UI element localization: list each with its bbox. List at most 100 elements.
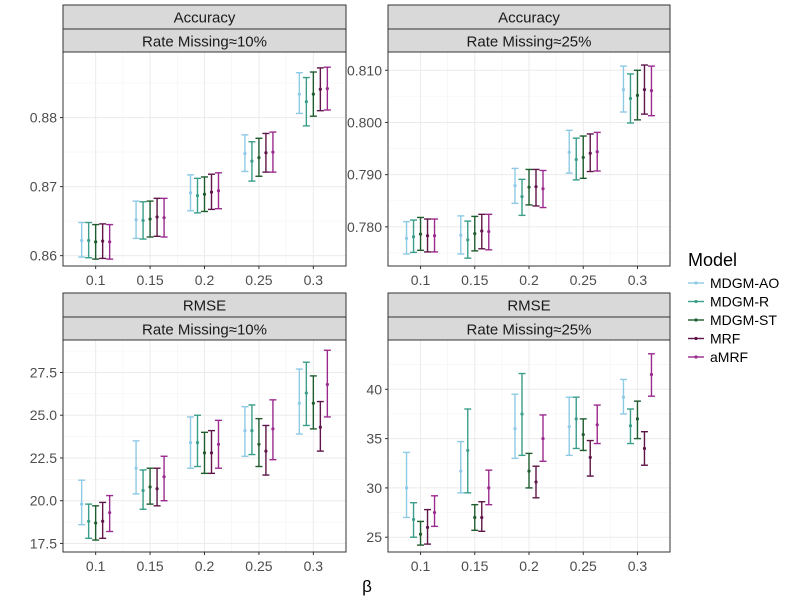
mean-point bbox=[94, 521, 98, 525]
x-tick-label: 0.15 bbox=[136, 558, 163, 574]
series-mdgm-ao bbox=[78, 368, 303, 526]
x-tick-label: 0.1 bbox=[86, 558, 106, 574]
mean-point bbox=[101, 519, 105, 523]
x-tick-label: 0.2 bbox=[195, 558, 215, 574]
y-tick-label: 27.5 bbox=[30, 364, 57, 380]
x-tick-label: 0.3 bbox=[628, 272, 648, 288]
series-mdgm-st bbox=[417, 69, 641, 252]
series-mrf bbox=[99, 67, 324, 260]
y-tick-label: 35 bbox=[366, 431, 382, 447]
strip-top-label: RMSE bbox=[507, 298, 550, 315]
x-tick-label: 0.25 bbox=[245, 272, 272, 288]
legend-key-point bbox=[694, 299, 698, 304]
mean-point bbox=[271, 427, 275, 431]
mean-point bbox=[148, 485, 152, 489]
mean-point bbox=[418, 532, 423, 536]
mean-point bbox=[304, 100, 308, 104]
y-tick-label: 0.810 bbox=[347, 62, 382, 78]
mean-point bbox=[513, 427, 517, 431]
x-tick-label: 0.2 bbox=[519, 272, 539, 288]
mean-point bbox=[628, 96, 633, 101]
mean-point bbox=[581, 155, 585, 160]
strip-top-box bbox=[62, 4, 347, 30]
legend-entry-mrf: MRF bbox=[688, 331, 740, 347]
mean-point bbox=[520, 194, 524, 199]
mean-point bbox=[480, 515, 484, 520]
mean-point bbox=[216, 442, 221, 446]
mean-point bbox=[155, 215, 159, 219]
y-tick-label: 0.790 bbox=[347, 167, 382, 183]
legend-entry-mdgm-ao: MDGM-AO bbox=[688, 275, 779, 291]
mean-point bbox=[459, 469, 463, 473]
x-tick-label: 0.25 bbox=[245, 558, 272, 574]
strip-bottom-label: Rate Missing≈25% bbox=[467, 34, 592, 51]
legend-entry-amrf: aMRF bbox=[688, 349, 748, 365]
panel-3: RMSE Rate Missing≈10% 17.5 20.0 22.5 25.0 27.5… bbox=[30, 292, 347, 574]
mean-point bbox=[87, 238, 91, 243]
mean-point bbox=[141, 488, 145, 493]
mean-point bbox=[628, 424, 633, 428]
mean-point bbox=[642, 87, 647, 92]
x-tick-label: 0.15 bbox=[461, 272, 488, 288]
legend-label: MDGM-ST bbox=[710, 312, 777, 328]
mean-point bbox=[649, 89, 654, 93]
y-tick-label: 17.5 bbox=[30, 535, 57, 551]
strip-top-box bbox=[387, 4, 671, 30]
x-tick-label: 0.15 bbox=[136, 272, 163, 288]
series-mrf bbox=[99, 400, 324, 540]
series-amrf bbox=[106, 349, 331, 533]
strip-top-label: RMSE bbox=[183, 298, 226, 315]
strip-bottom-label: Rate Missing≈10% bbox=[142, 34, 267, 51]
mean-point bbox=[432, 510, 437, 515]
mean-point bbox=[195, 440, 200, 445]
mean-point bbox=[404, 486, 409, 490]
y-tick-label: 0.87 bbox=[30, 179, 57, 195]
x-tick-label: 0.2 bbox=[519, 558, 539, 574]
panel-border bbox=[62, 51, 347, 267]
mean-point bbox=[642, 446, 647, 451]
mean-point bbox=[404, 236, 409, 240]
mean-point bbox=[432, 234, 437, 238]
mean-point bbox=[264, 151, 268, 155]
mean-point bbox=[567, 425, 571, 429]
series-amrf bbox=[106, 66, 331, 260]
strip-top-label: Accuracy bbox=[498, 10, 560, 27]
legend-title: Model bbox=[688, 250, 737, 270]
legend-entry-mdgm-st: MDGM-ST bbox=[688, 312, 777, 328]
mean-point bbox=[148, 217, 152, 221]
mean-point bbox=[188, 440, 193, 445]
mean-point bbox=[250, 429, 254, 433]
mean-point bbox=[588, 455, 592, 459]
mean-point bbox=[487, 229, 491, 234]
strip-bottom-box bbox=[62, 28, 347, 54]
panel-2: Accuracy Rate Missing≈25% 0.780 0.790 0.800 0… bbox=[347, 4, 671, 288]
series-mrf bbox=[424, 64, 648, 253]
mean-point bbox=[297, 92, 301, 96]
mean-point bbox=[209, 451, 214, 455]
mean-point bbox=[466, 238, 470, 242]
y-tick-label: 25 bbox=[366, 529, 382, 545]
mean-point bbox=[487, 486, 491, 490]
mean-point bbox=[195, 193, 200, 198]
mean-point bbox=[595, 423, 599, 427]
mean-point bbox=[188, 191, 193, 195]
legend-label: MRF bbox=[710, 331, 740, 347]
mean-point bbox=[94, 240, 98, 244]
y-tick-label: 0.800 bbox=[347, 114, 382, 130]
mean-point bbox=[649, 372, 654, 377]
panel-1: Accuracy Rate Missing≈10% 0.86 0.87 0.88 0.1 0… bbox=[30, 4, 347, 288]
mean-point bbox=[318, 425, 322, 429]
mean-point bbox=[534, 480, 538, 484]
mean-point bbox=[527, 185, 531, 189]
x-tick-label: 0.3 bbox=[304, 558, 324, 574]
mean-point bbox=[527, 469, 531, 473]
legend-label: MDGM-AO bbox=[710, 275, 779, 291]
strip-top-label: Accuracy bbox=[174, 10, 236, 27]
mean-point bbox=[271, 150, 275, 154]
mean-point bbox=[418, 232, 423, 236]
series-mdgm-st bbox=[92, 375, 317, 541]
mean-point bbox=[325, 382, 329, 387]
mean-point bbox=[257, 156, 261, 160]
mean-point bbox=[162, 216, 166, 220]
